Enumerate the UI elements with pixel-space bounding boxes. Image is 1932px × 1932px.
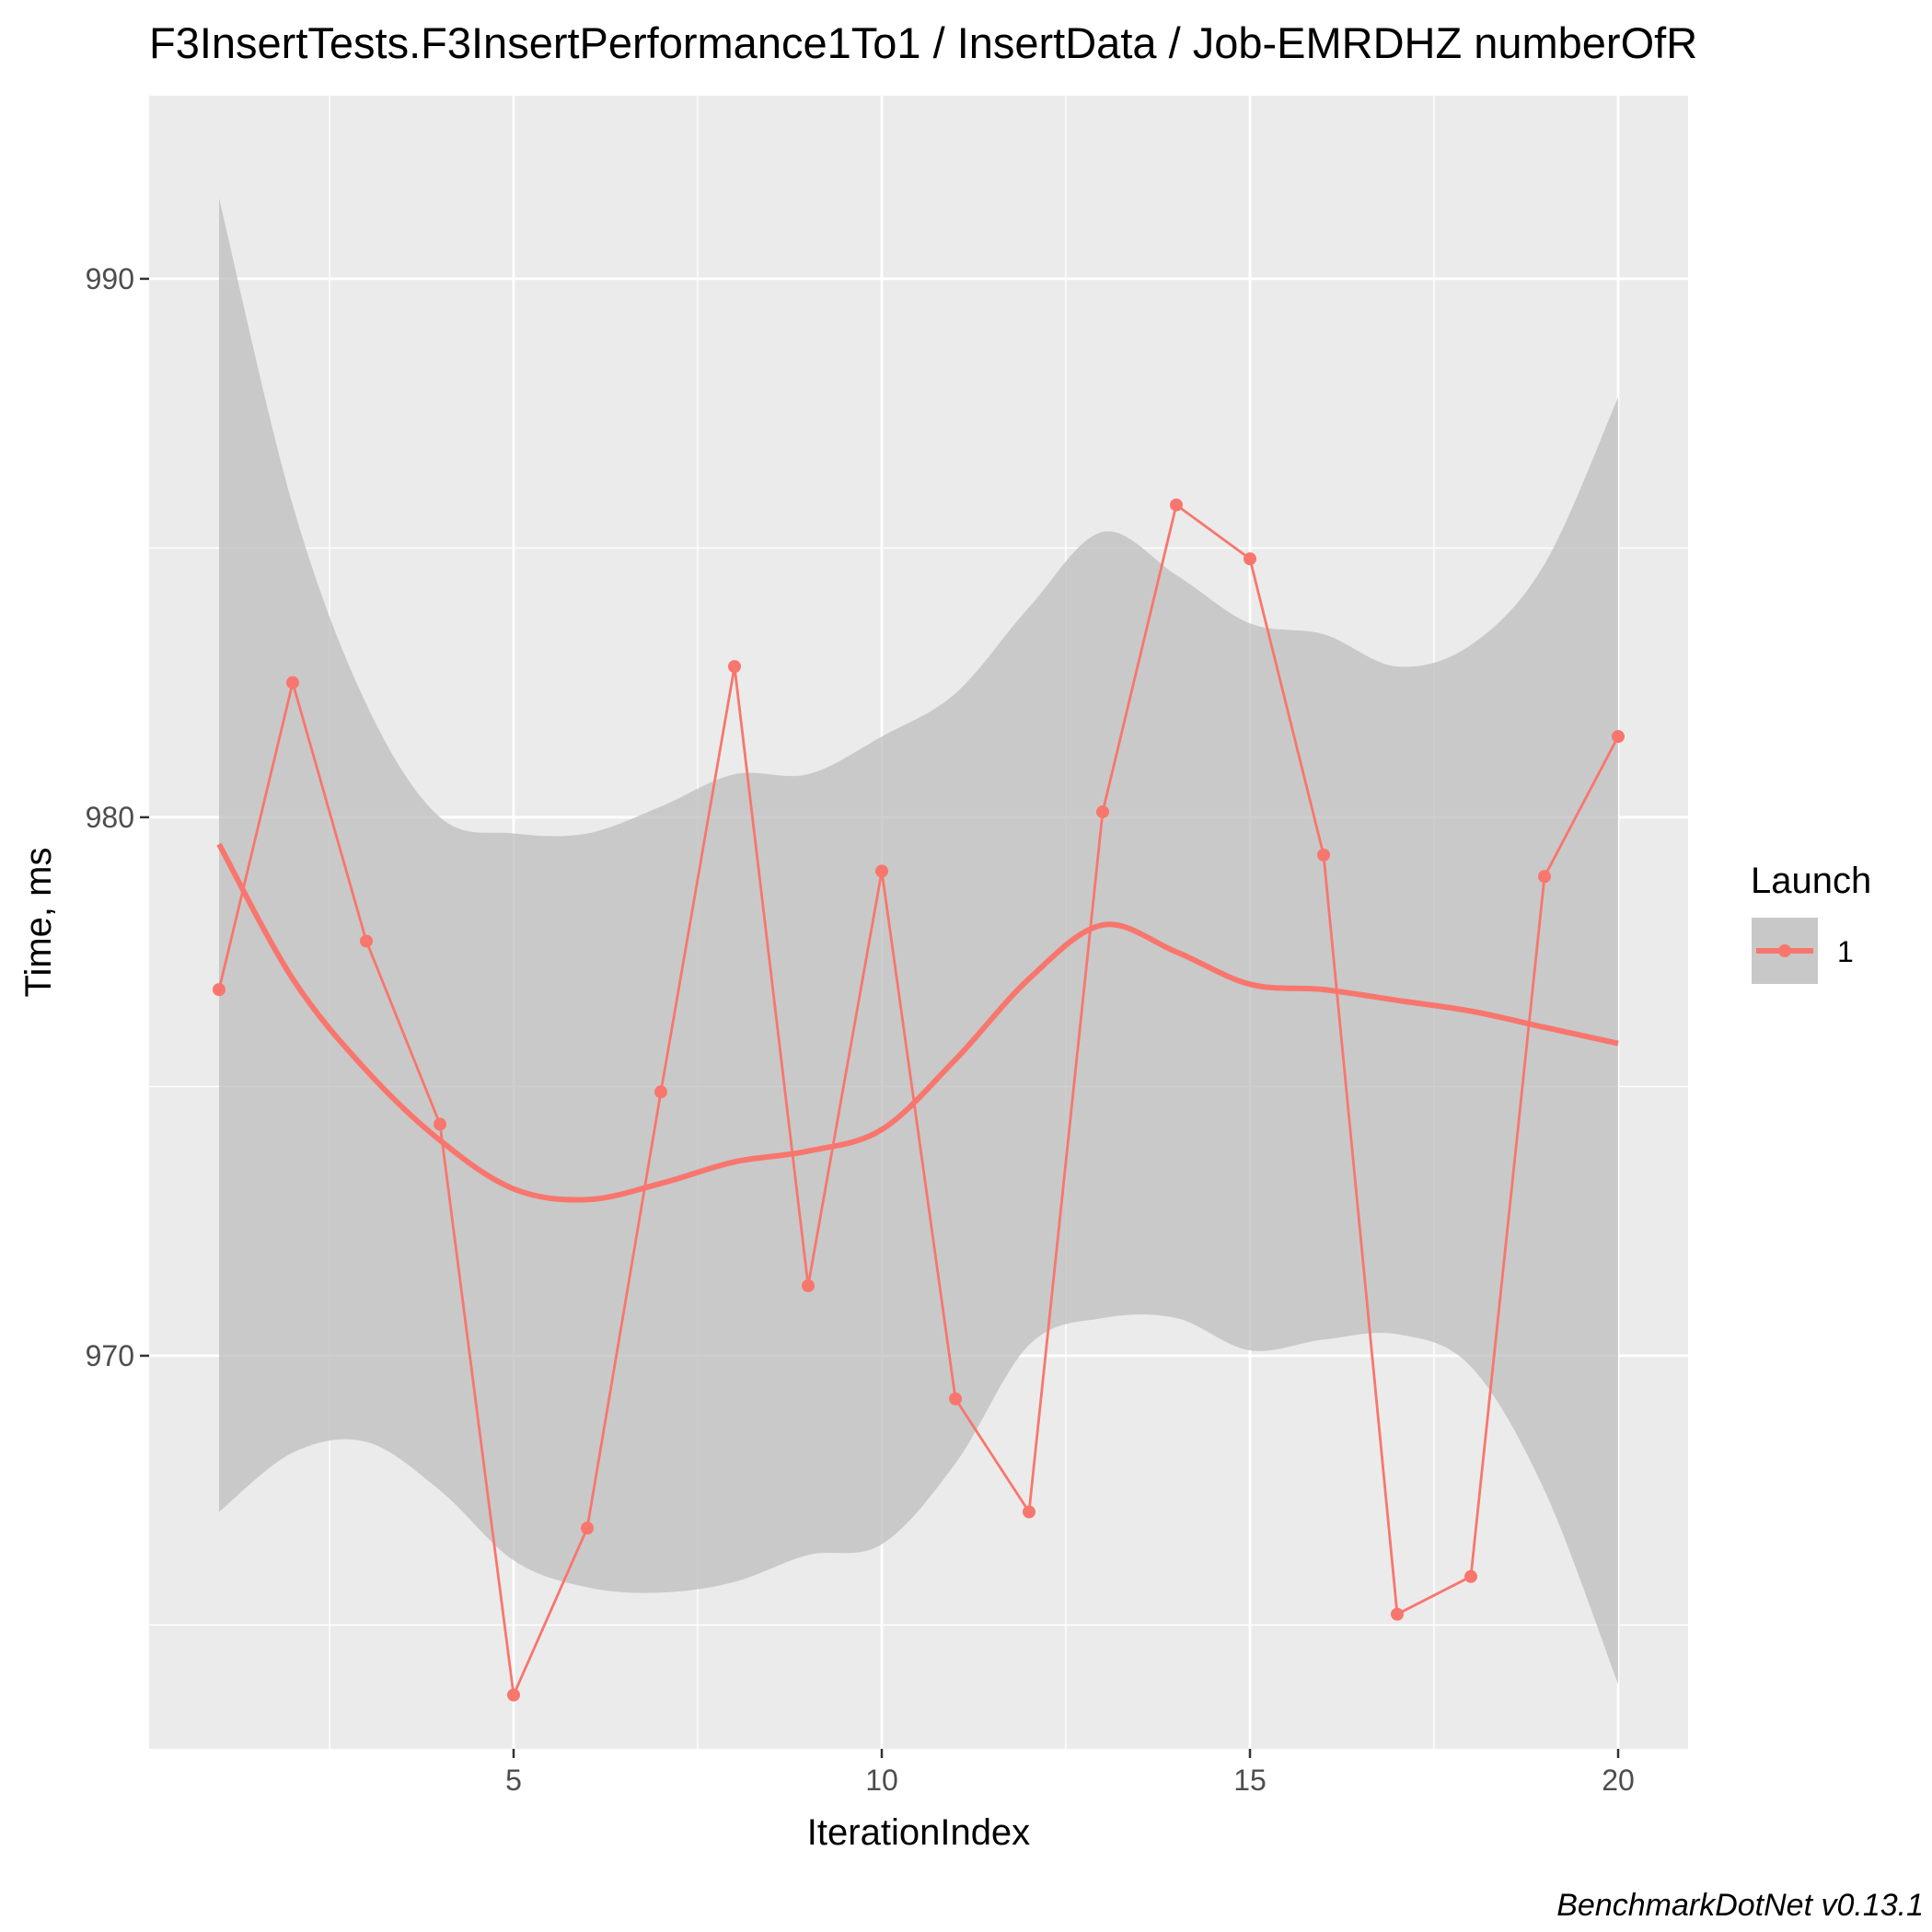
- y-tick-label: 980: [86, 801, 134, 834]
- data-point: [875, 864, 888, 878]
- legend-title: Launch: [1751, 861, 1871, 901]
- x-axis-title: IterationIndex: [807, 1812, 1030, 1853]
- data-point: [728, 660, 741, 674]
- data-point: [213, 983, 226, 997]
- x-axis-ticks: 5 10 15 20: [505, 1749, 1635, 1797]
- legend-entry-label: 1: [1837, 935, 1854, 968]
- data-point: [1464, 1569, 1477, 1583]
- data-point: [654, 1085, 667, 1099]
- y-tick-label: 970: [86, 1339, 134, 1372]
- data-point: [1317, 848, 1330, 862]
- y-axis-ticks: 970 980 990: [86, 262, 149, 1372]
- chart-title: F3InsertTests.F3InsertPerformance1To1 / …: [149, 18, 1697, 67]
- legend-key-point: [1778, 944, 1791, 957]
- data-points: [213, 498, 1625, 1702]
- data-point: [1023, 1505, 1035, 1519]
- data-point: [434, 1117, 446, 1131]
- y-tick-label: 990: [86, 262, 134, 295]
- data-point: [802, 1278, 815, 1292]
- series-line-launch-1: [217, 503, 1620, 1700]
- x-tick-label: 20: [1602, 1764, 1635, 1797]
- data-point: [581, 1521, 594, 1535]
- data-point: [1096, 805, 1109, 819]
- data-point: [1170, 498, 1183, 512]
- data-point: [1612, 730, 1625, 744]
- smooth-line-launch-1: [216, 842, 1619, 1203]
- x-tick-label: 10: [865, 1764, 898, 1797]
- caption: BenchmarkDotNet v0.13.1: [1556, 1888, 1924, 1923]
- data-point: [507, 1688, 520, 1702]
- confidence-band: [219, 198, 1618, 1684]
- data-point: [949, 1392, 962, 1406]
- data-point: [1391, 1607, 1404, 1621]
- data-point: [1244, 552, 1256, 566]
- data-point: [1538, 870, 1551, 884]
- x-tick-label: 5: [505, 1764, 522, 1797]
- y-axis-title: Time, ms: [18, 848, 59, 998]
- legend: Launch 1: [1751, 861, 1871, 984]
- x-tick-label: 15: [1233, 1764, 1267, 1797]
- data-point: [360, 934, 373, 948]
- data-point: [286, 676, 299, 689]
